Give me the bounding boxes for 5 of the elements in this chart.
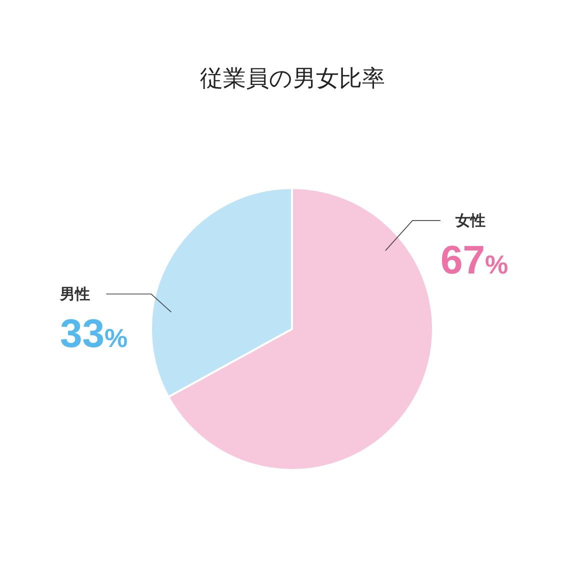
chart-title: 従業員の男女比率 — [200, 66, 385, 91]
slice-label: 男性 — [59, 286, 90, 304]
data-label: 67% — [440, 238, 508, 283]
data-label: 33% — [60, 312, 128, 356]
slice-label: 女性 — [454, 212, 486, 230]
